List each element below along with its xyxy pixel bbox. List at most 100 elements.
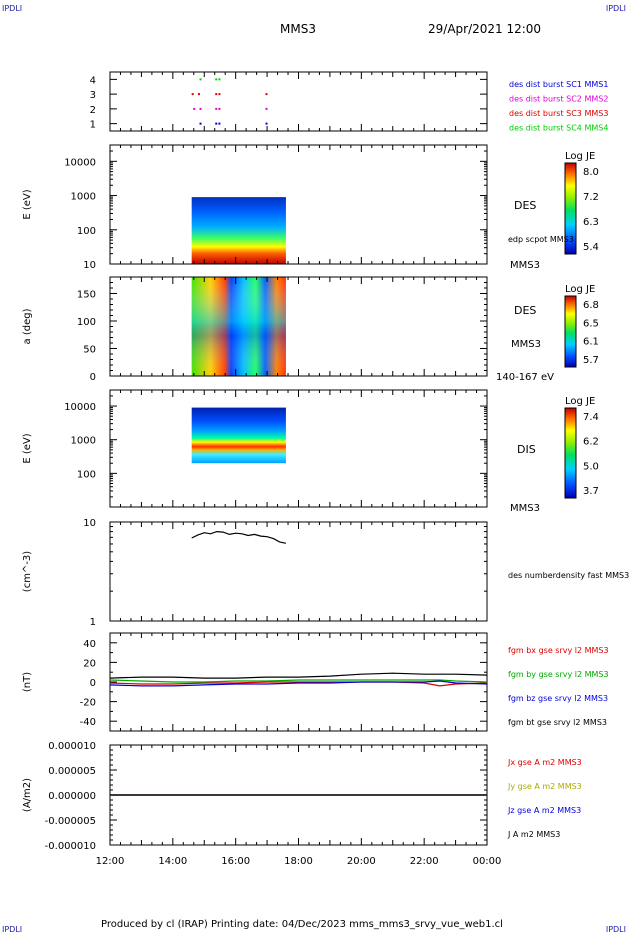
burst-mark: [215, 122, 218, 125]
colorbar-des: [564, 162, 577, 255]
time-tick-label: 18:00: [284, 856, 313, 867]
density-line: [191, 530, 287, 544]
burst-mark: [215, 93, 218, 96]
scpot-annotation: edp scpot MMS3: [508, 235, 574, 244]
panel-axes: [109, 71, 577, 846]
y-tick-label: 0.000010: [48, 741, 96, 752]
colorbar-dis: [564, 407, 577, 499]
burst-mark: [265, 122, 268, 125]
y-tick-label: 40: [83, 639, 96, 650]
colorbar-tick-label: 8.0: [583, 167, 599, 178]
field-ylabel: (nT): [22, 672, 33, 692]
pitch-angle-ylabel: a (deg): [22, 308, 33, 344]
y-tick-label: 1: [90, 120, 96, 131]
y-tick-label: 10000: [64, 157, 96, 168]
legend-entry: des dist burst SC4 MMS4: [509, 124, 608, 133]
colorbar-tick-label: 5.4: [583, 242, 599, 253]
legend-entry: Jx gse A m2 MMS3: [507, 758, 582, 767]
time-tick-label: 16:00: [221, 856, 250, 867]
y-tick-label: 0.000000: [48, 791, 96, 802]
spacecraft-label: MMS3: [511, 339, 541, 350]
des-label: DES: [514, 304, 536, 317]
y-tick-label: -20: [80, 698, 96, 709]
plot-datetime: 29/Apr/2021 12:00: [428, 22, 542, 36]
burst-mark: [218, 122, 221, 125]
y-tick-label: 150: [77, 290, 96, 301]
energy-band-label: 140-167 eV: [496, 372, 554, 383]
spacecraft-label: MMS3: [510, 503, 540, 514]
legend-entry: des numberdensity fast MMS3: [508, 571, 629, 580]
burst-mark: [199, 78, 202, 81]
corner-label-bottom-left: IPDLI: [2, 925, 23, 934]
legend-entry: des dist burst SC1 MMS1: [509, 80, 608, 89]
burst-mark: [218, 107, 221, 110]
y-tick-label: 1000: [71, 192, 96, 203]
panel-frame: [109, 144, 488, 265]
y-tick-label: 4: [90, 75, 96, 86]
burst-mark: [265, 93, 268, 96]
corner-label-bottom-right: IPDLI: [605, 925, 626, 934]
colorbar-tick-label: 6.5: [583, 318, 599, 329]
colorbar-tick-label: 6.2: [583, 437, 599, 448]
legend-entry: des dist burst SC3 MMS3: [509, 109, 608, 118]
panel-frame: [109, 521, 488, 622]
legend-entry: des dist burst SC2 MMS2: [509, 95, 608, 104]
colorbar-tick-label: 6.1: [583, 337, 599, 348]
panel-frame: [109, 389, 488, 508]
spectrogram-fills: [191, 197, 286, 464]
colorbar-tick-label: 7.2: [583, 192, 599, 203]
time-tick-label: 12:00: [96, 856, 125, 867]
colorbar-tick-label: 3.7: [583, 486, 599, 497]
density-ylabel: (cm^-3): [22, 551, 33, 592]
corner-label-top-left: IPDLI: [2, 4, 23, 13]
current-ylabel: (A/m2): [22, 778, 33, 812]
legend-entry: Jz gse A m2 MMS3: [507, 806, 581, 815]
y-tick-label: 1000: [71, 436, 96, 447]
burst-mark: [215, 107, 218, 110]
field-line: [109, 679, 488, 683]
y-tick-label: 1: [90, 617, 96, 628]
y-tick-label: 10: [83, 518, 96, 529]
dis-energy-ylabel: E (eV): [22, 433, 33, 463]
burst-mark: [197, 93, 200, 96]
field-line: [109, 681, 488, 687]
colorbar-title: Log JE: [565, 151, 595, 162]
burst-mark: [265, 107, 268, 110]
axis-labels: 1 2 3 4 des dist burst SC1 MMS1 des dist burs…: [22, 75, 629, 867]
time-tick-label: 20:00: [347, 856, 376, 867]
colorbar-tick-label: 6.3: [583, 217, 599, 228]
burst-mark: [199, 122, 202, 125]
colorbar-tick-label: 5.0: [583, 461, 599, 472]
y-tick-label: 10: [83, 260, 96, 271]
burst-mark: [218, 78, 221, 81]
des-spectrogram: [191, 197, 286, 264]
colorbar-tick-label: 7.4: [583, 412, 599, 423]
y-tick-label: 0: [90, 678, 96, 689]
legend-entry: fgm bx gse srvy l2 MMS3: [508, 646, 609, 655]
burst-mark: [191, 93, 194, 96]
y-tick-label: 0: [90, 372, 96, 383]
colorbar-title: Log JE: [565, 284, 595, 295]
burst-mark: [215, 78, 218, 81]
dis-spectrogram: [191, 407, 286, 464]
footer-credits: Produced by cl (IRAP) Printing date: 04/…: [101, 919, 503, 930]
legend-entry: fgm bz gse srvy l2 MMS3: [508, 694, 608, 703]
spacecraft-title: MMS3: [280, 22, 316, 36]
y-tick-label: -0.000010: [45, 841, 96, 852]
panel-frame: [109, 276, 488, 377]
des-label: DES: [514, 199, 536, 212]
legend-entry: J A m2 MMS3: [507, 830, 560, 839]
spacecraft-label: MMS3: [510, 260, 540, 271]
field-line: [109, 680, 488, 687]
colorbar-tick-label: 5.7: [583, 355, 599, 366]
pitch-angle-overlay: [191, 277, 286, 376]
y-tick-label: 50: [83, 345, 96, 356]
legend-entry: fgm bt gse srvy l2 MMS3: [508, 718, 607, 727]
corner-label-top-right: IPDLI: [605, 4, 626, 13]
legend-entry: Jy gse A m2 MMS3: [507, 782, 582, 791]
y-tick-label: 20: [83, 658, 96, 669]
burst-mark: [218, 93, 221, 96]
y-tick-label: -40: [80, 717, 96, 728]
colorbar-tick-label: 6.8: [583, 300, 599, 311]
